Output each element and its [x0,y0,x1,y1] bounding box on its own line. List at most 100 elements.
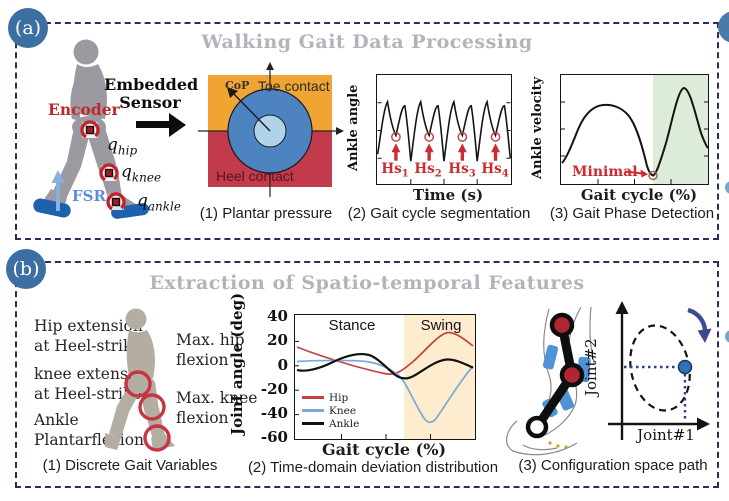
ankle-velocity-curve [561,86,708,177]
ytick-neg20: -20 [260,380,288,398]
clipped-badge-top [718,11,729,43]
phase-caption: (3) Gait Phase Detection [549,205,715,222]
ytick-0: 0 [277,356,288,374]
q-hip-label: qhip [107,135,138,158]
flow-arrow-shaft [136,121,169,128]
projection-dotted-lines [624,365,687,422]
config-ylabel: Joint#2 [582,338,600,396]
joint-angle-plot [295,331,474,439]
tick-marks [377,102,511,184]
person-silhouette [105,308,175,450]
up-axis-arrowhead-icon [266,62,274,70]
gait-segmentation-chart [376,74,512,185]
leg-linkage-illustration [506,306,595,456]
flow-arrow-icon [169,112,186,137]
encoder-label: Encoder [48,100,120,119]
minimal-label: Minimal [572,164,638,180]
tick-marks [561,101,708,184]
yaxis-arrowhead-icon [615,301,629,314]
ytick-40: 40 [267,307,288,325]
gait-phase-plot [561,86,708,184]
hs3-label: Hs3 [448,161,476,180]
ankle-angle-waveform [377,99,511,162]
hs2-label: Hs2 [414,161,442,180]
hip-extension-label: Hip extension at Heel-strike [34,317,143,356]
configuration-space-plot [608,301,712,440]
gait-variable-rings [124,370,171,452]
minimal-arrow [624,170,643,175]
embedded-sensor-label: Embedded Sensor [104,75,199,113]
q-ankle-label: qankle [137,191,181,214]
panel-a-title: Walking Gait Data Processing [201,31,533,53]
toe-marker-dots [548,441,568,449]
q-knee-label: qknee [121,162,162,185]
segmentation-ylabel: Ankle angle [346,84,361,171]
ankle-encoder-icon [106,192,126,212]
tick-marks [295,340,431,439]
ankle-curve [296,353,474,380]
ytick-neg60: -60 [260,428,288,446]
knee-ring-icon [138,393,166,421]
panel-b-title: Extraction of Spatio-temporal Features [149,272,585,294]
ankle-ring-icon [143,424,171,452]
max-hip-flexion-label: Max. hip flexion [176,331,245,370]
fsr-label: FSR [72,187,106,205]
current-state-dot [677,359,693,375]
heel-strike-arrows [391,143,500,161]
hip-curve [296,331,474,376]
knee-extension-label: knee extension at Heel-strike [34,365,153,404]
heel-strike-circles [391,132,501,142]
joint-angle-chart: Stance Swing Hip Knee Ankle [294,314,476,440]
max-knee-flexion-label: Max. knee flexion [176,389,258,428]
deviation-xlabel: Gait cycle (%) [321,440,447,459]
cop-label: CoP [225,79,250,92]
knee-curve [296,359,474,424]
minimal-point-circle [648,170,658,181]
ytick-20: 20 [267,331,288,349]
ytick-neg40: -40 [260,404,288,422]
plantar-caption: (1) Plantar pressure [199,205,333,222]
xaxis-arrowhead-icon [697,417,710,431]
heel-contact-label: Heel contact [216,168,294,184]
toe-contact-label: Toe contact [258,78,330,94]
segmentation-xlabel: Time (s) [412,186,484,204]
fsr-arrowhead-icon [51,170,65,183]
hs1-label: Hs1 [381,161,409,180]
chart-legend: Hip Knee Ankle [302,391,359,430]
clipped-badge-middle [725,181,729,194]
minimal-arrowhead-icon [640,169,648,178]
phase-ylabel: Ankle velocity [530,76,545,179]
cop-arrowhead-icon [227,87,238,98]
legend-item-knee: Knee [302,404,359,417]
knee-encoder-icon [99,163,119,183]
legend-item-hip: Hip [302,391,359,404]
knee-joint-node [559,362,585,388]
panel-b-frame: Extraction of Spatio-temporal Features [15,261,719,488]
gait-segmentation-plot [377,99,511,184]
stance-label: Stance [328,317,376,334]
clipped-badge-bottom [725,330,729,343]
hs4-label: Hs4 [481,161,509,180]
discrete-caption: (1) Discrete Gait Variables [42,457,218,474]
plantar-pressure-diagram [198,62,344,197]
hip-ring-icon [124,370,152,398]
config-caption: (3) Configuration space path [518,457,708,474]
ankle-joint-node [525,415,549,439]
walking-person-sensors-illustration [33,39,149,219]
panel-a-badge: (a) [8,8,48,48]
gait-phase-chart [560,74,709,185]
clockwise-arrowhead-icon [697,328,712,343]
hip-joint-node [549,312,575,338]
rear-shoe-fsr [33,198,71,218]
config-xlabel: Joint#1 [637,426,695,444]
deviation-caption: (2) Time-domain deviation distribution [247,459,499,476]
hip-encoder-icon [80,120,100,140]
gait-variables-person-illustration [105,308,175,452]
segmentation-caption: (2) Gait cycle segmentation [347,205,531,222]
panel-b-badge: (b) [6,249,46,289]
right-axis-arrowhead-icon [336,127,344,135]
panel-a-frame: Walking Gait Data Processing [15,22,719,240]
swing-label: Swing [420,317,462,334]
deviation-ylabel: Joint angle (deg) [228,292,246,435]
